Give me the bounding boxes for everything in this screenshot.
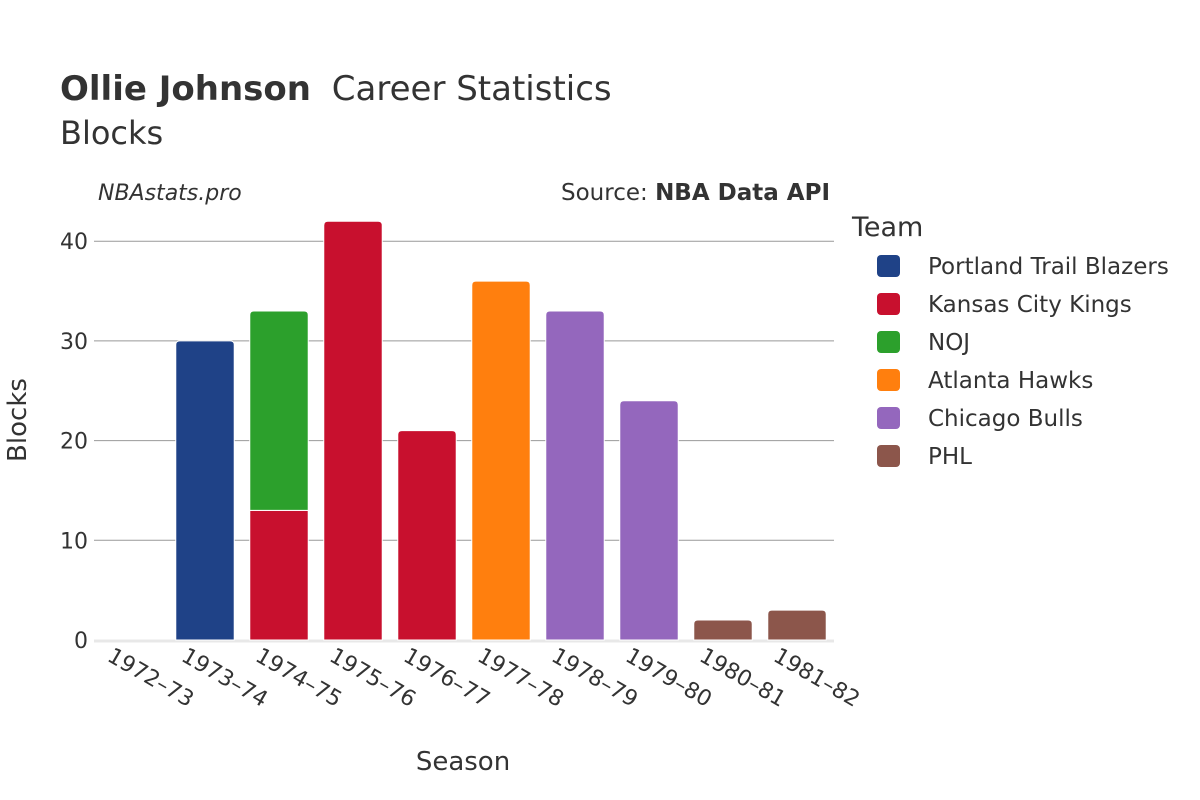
y-axis-title: Blocks (3, 378, 33, 462)
legend-swatch (877, 331, 900, 353)
y-tick-label: 0 (74, 629, 88, 654)
bar (545, 310, 605, 641)
bar (175, 340, 235, 641)
bar (471, 280, 531, 641)
y-tick-label: 20 (60, 430, 88, 455)
bar (693, 619, 753, 641)
source-name: NBA Data API (655, 180, 830, 206)
legend-swatch (877, 407, 900, 429)
legend-swatch (877, 445, 900, 467)
chart-title-rest: Career Statistics (332, 69, 612, 109)
source-prefix: Source: (561, 180, 655, 206)
legend-label: Portland Trail Blazers (928, 254, 1169, 280)
source-credit: Source: NBA Data API (561, 180, 830, 206)
y-tick-label: 40 (60, 230, 88, 255)
y-tick-label: 10 (60, 529, 88, 554)
y-tick-labels: 0 10 20 30 40 (60, 230, 88, 654)
legend-title: Team (851, 212, 923, 243)
chart-subtitle: Blocks (60, 114, 163, 152)
bar (767, 609, 827, 641)
bar (249, 310, 309, 511)
y-tick-label: 30 (60, 330, 88, 355)
legend-label: NOJ (928, 330, 970, 356)
bar (323, 220, 383, 641)
bar (397, 430, 457, 641)
chart-title: Ollie Johnson Career Statistics (60, 69, 612, 109)
legend-label: PHL (928, 444, 972, 470)
legend-swatch (877, 293, 900, 315)
bar (619, 400, 679, 641)
legend-label: Atlanta Hawks (928, 368, 1093, 394)
bar (249, 509, 309, 641)
x-axis-title: Season (416, 747, 510, 777)
bars (175, 220, 827, 641)
chart-title-player: Ollie Johnson (60, 69, 311, 109)
x-tick-labels: 1972–731973–741974–751975–761976–771977–… (103, 644, 864, 713)
legend-swatch (877, 369, 900, 391)
watermark: NBAstats.pro (98, 181, 242, 206)
legend-swatch (877, 255, 900, 277)
legend: Portland Trail Blazers Kansas City Kings N… (877, 254, 1169, 470)
legend-label: Kansas City Kings (928, 292, 1132, 318)
legend-label: Chicago Bulls (928, 406, 1083, 432)
